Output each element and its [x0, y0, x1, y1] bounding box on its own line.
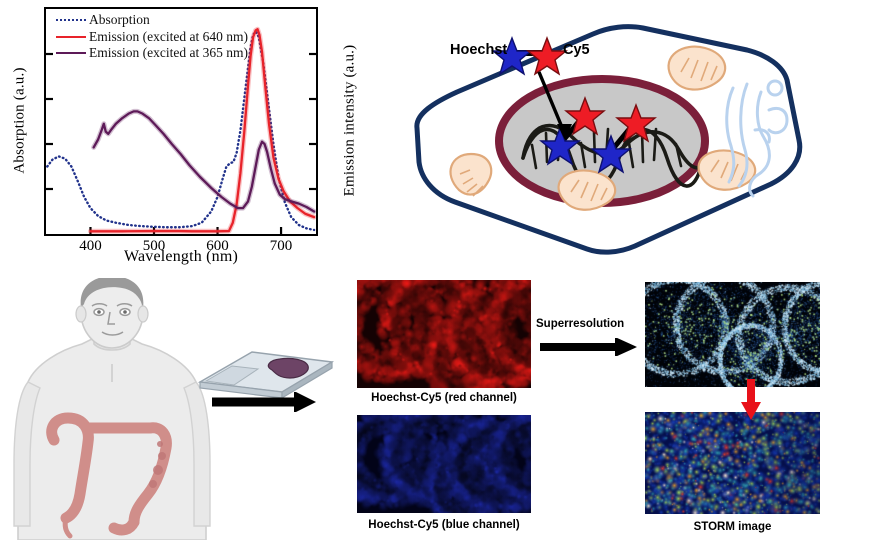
hoechst-label: Hoechst — [450, 42, 508, 58]
hoechst-cy5-pair — [590, 103, 657, 174]
x-tick-label-3: 700 — [269, 238, 293, 254]
mitochondrion-icon — [667, 45, 727, 91]
colon-organ-icon — [46, 412, 172, 536]
storm-image-zoom — [645, 412, 820, 514]
spectra-plot-svg — [46, 26, 316, 234]
x-axis-label: Wavelength (nm) — [123, 248, 239, 265]
arm-right-shape — [183, 381, 211, 527]
x-tick-label-2: 600 — [206, 238, 229, 254]
fluorescence-image-blue-channel — [357, 415, 531, 513]
arrow-down-icon — [741, 379, 761, 420]
plot-area — [44, 7, 318, 236]
caption-blue-channel: Hoechst-Cy5 (blue channel) — [368, 519, 520, 531]
legend-swatch-emission-365 — [56, 52, 86, 55]
pointer-arrow-icon — [537, 71, 572, 140]
patient-illustration — [10, 275, 215, 541]
mitochondrion-icon — [449, 152, 493, 197]
arrow-right-icon — [212, 391, 316, 413]
process-arrow-superresolution — [538, 337, 638, 357]
slide-svg — [197, 351, 335, 400]
cell-schematic-panel: Hoechst Cy5 — [395, 10, 870, 262]
endoplasmic-reticulum-icon — [725, 79, 789, 198]
axis-ticks — [46, 52, 316, 234]
legend-swatch-absorption — [56, 19, 86, 22]
legend-item-emission-365: Emission (excited at 365 nm) — [56, 45, 248, 62]
legend-item-emission-640: Emission (excited at 640 nm) — [56, 29, 248, 46]
cy5-star-icon — [526, 36, 568, 76]
chart-legend: Absorption Emission (excited at 640 nm) … — [56, 12, 248, 62]
spectra-chart-panel: Absorption (a.u.) Emission intensity (a.… — [0, 0, 360, 272]
hoechst-star-icon — [491, 36, 533, 76]
hoechst-star-icon — [590, 134, 632, 174]
fluorescence-image-red-channel — [357, 280, 531, 388]
legend-item-absorption: Absorption — [56, 12, 248, 29]
cell-diagram-svg — [414, 24, 803, 255]
legend-label-absorption: Absorption — [89, 12, 150, 27]
mitochondrion-icon — [557, 169, 617, 211]
legend-label-emission-365: Emission (excited at 365 nm) — [89, 45, 248, 60]
hoechst-star-icon — [539, 126, 581, 166]
x-tick-label-1: 500 — [142, 238, 166, 254]
y-axis-right-label: Emission intensity (a.u.) — [341, 44, 358, 197]
hair-shape — [80, 276, 144, 308]
ear-shape — [137, 305, 149, 323]
y-axis-left-label: Absorption (a.u.) — [11, 67, 28, 174]
x-tick-label-0: 400 — [79, 238, 102, 254]
colon-highlight — [149, 441, 166, 488]
process-arrow-slide-to-imaging — [210, 391, 318, 413]
process-arrow-zoom-in — [740, 378, 762, 420]
legend-label-emission-640: Emission (excited at 640 nm) — [89, 28, 248, 44]
human-body-svg — [13, 275, 211, 541]
spectra-curves — [46, 26, 316, 234]
tissue-slide-panel — [196, 340, 336, 420]
storm-image-nuclei — [645, 282, 820, 387]
arrow-right-icon — [540, 337, 637, 357]
caption-red-channel: Hoechst-Cy5 (red channel) — [371, 392, 517, 404]
cy5-label: Cy5 — [563, 42, 590, 58]
ear-shape — [75, 305, 87, 323]
arm-left-shape — [13, 381, 41, 527]
face-features — [91, 303, 133, 336]
cy5-star-icon — [564, 96, 606, 136]
appendix-icon — [62, 515, 73, 539]
cy5-star-icon — [615, 103, 657, 143]
legend-swatch-emission-640 — [56, 35, 86, 38]
microscope-slide-icon — [197, 351, 335, 400]
caption-storm-image: STORM image — [693, 521, 772, 533]
superresolution-label: Superresolution — [536, 318, 625, 330]
